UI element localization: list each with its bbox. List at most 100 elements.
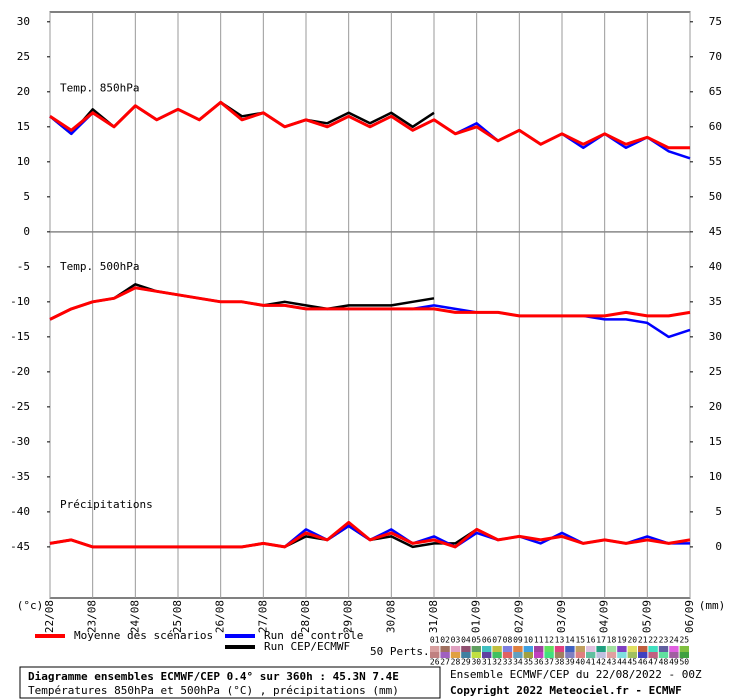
perturbation-label: 11 (534, 636, 544, 645)
y2-tick-label: 20 (709, 400, 722, 413)
perturbation-label: 42 (596, 658, 606, 667)
y-tick-label: -45 (10, 540, 30, 553)
panel-label: Temp. 500hPa (60, 260, 139, 273)
perturbation-swatch (658, 646, 669, 652)
y-tick-label: 0 (23, 225, 30, 238)
y-tick-label: -10 (10, 295, 30, 308)
perturbation-label: 07 (492, 636, 502, 645)
series-line (49, 100, 690, 150)
y2-tick-label: 10 (709, 470, 722, 483)
perturbation-label: 17 (596, 636, 606, 645)
x-tick-label: 28/08 (299, 600, 312, 633)
perturbation-swatch (502, 652, 513, 658)
x-tick-label: 23/08 (86, 600, 99, 633)
perturbation-swatch (606, 646, 617, 652)
perturbation-swatch (544, 652, 554, 658)
x-tick-label: 25/08 (171, 600, 184, 633)
perturbation-swatch (669, 646, 679, 652)
perturbation-swatch (679, 646, 689, 652)
perturbations-label: 50 Perts. (370, 645, 430, 658)
y-tick-label: -25 (10, 400, 30, 413)
perturbation-swatch (565, 652, 575, 658)
perturbation-swatch (534, 652, 544, 658)
perturbation-swatch (638, 652, 648, 658)
perturbation-label: 13 (555, 636, 565, 645)
y-tick-label: 20 (17, 85, 30, 98)
y-tick-label: -15 (10, 330, 30, 343)
perturbation-swatch (596, 652, 606, 658)
y2-tick-label: 25 (709, 365, 722, 378)
perturbation-label: 38 (555, 658, 565, 667)
y-tick-label: 30 (17, 15, 30, 28)
perturbation-label: 48 (659, 658, 669, 667)
perturbation-swatch (627, 652, 637, 658)
x-tick-label: 01/09 (470, 600, 483, 633)
perturbation-label: 33 (503, 658, 513, 667)
x-tick-label: 04/09 (598, 600, 611, 633)
perturbation-label: 46 (638, 658, 648, 667)
y-tick-label: -30 (10, 435, 30, 448)
y-tick-label: -5 (17, 260, 30, 273)
perturbation-label: 39 (565, 658, 575, 667)
perturbation-label: 09 (513, 636, 523, 645)
x-tick-label: 31/08 (427, 600, 440, 633)
y2-tick-label: 30 (709, 330, 722, 343)
perturbation-swatch (669, 652, 679, 658)
perturbation-swatch (450, 652, 461, 658)
footer-title: Diagramme ensembles ECMWF/CEP 0.4° sur 3… (28, 670, 399, 683)
perturbation-label: 10 (523, 636, 533, 645)
perturbation-swatch (658, 652, 669, 658)
y2-tick-label: 70 (709, 50, 722, 63)
y2-tick-label: 35 (709, 295, 722, 308)
y2-tick-label: 15 (709, 435, 722, 448)
x-tick-label: 02/09 (512, 600, 525, 633)
perturbation-label: 22 (648, 636, 658, 645)
perturbation-swatch (627, 646, 637, 652)
y2-tick-label: 75 (709, 15, 722, 28)
y-tick-label: -20 (10, 365, 30, 378)
perturbation-swatch (513, 646, 523, 652)
perturbation-label: 03 (451, 636, 461, 645)
perturbation-swatch (596, 646, 606, 652)
perturbation-swatch (575, 652, 585, 658)
perturbation-swatch (440, 652, 450, 658)
perturbation-label: 25 (679, 636, 689, 645)
x-tick-label: 30/08 (384, 600, 397, 633)
perturbation-swatch (554, 646, 565, 652)
x-tick-label: 05/09 (640, 600, 653, 633)
perturbation-label: 41 (586, 658, 596, 667)
perturbation-swatch (534, 646, 544, 652)
y2-tick-label: 65 (709, 85, 722, 98)
x-tick-label: 06/09 (683, 600, 696, 633)
perturbation-swatch (554, 652, 565, 658)
perturbation-label: 05 (471, 636, 481, 645)
x-tick-label: 22/08 (43, 600, 56, 633)
perturbation-swatch (617, 646, 627, 652)
legend-label: Run CEP/ECMWF (264, 640, 350, 653)
perturbation-label: 08 (503, 636, 513, 645)
perturbation-swatch (461, 652, 471, 658)
perturbation-swatch (513, 652, 523, 658)
perturbation-label: 34 (513, 658, 523, 667)
perturbation-label: 19 (617, 636, 627, 645)
perturbation-swatch (492, 646, 502, 652)
copyright: Copyright 2022 Meteociel.fr - ECMWF (450, 684, 682, 697)
y2-tick-label: 50 (709, 190, 722, 203)
perturbation-swatch (450, 646, 461, 652)
perturbation-swatch (482, 652, 492, 658)
perturbation-label: 15 (575, 636, 585, 645)
y-tick-label: 5 (23, 190, 30, 203)
perturbation-swatch (430, 652, 440, 658)
perturbation-label: 14 (565, 636, 575, 645)
perturbation-swatch (648, 652, 658, 658)
perturbation-label: 30 (471, 658, 481, 667)
perturbation-label: 20 (627, 636, 637, 645)
y-tick-label: -35 (10, 470, 30, 483)
x-tick-label: 24/08 (128, 600, 141, 633)
y2-tick-label: 55 (709, 155, 722, 168)
y2-tick-label: 5 (715, 505, 722, 518)
perturbation-label: 16 (586, 636, 596, 645)
y2-tick-label: 45 (709, 225, 722, 238)
perturbation-swatch (575, 646, 585, 652)
